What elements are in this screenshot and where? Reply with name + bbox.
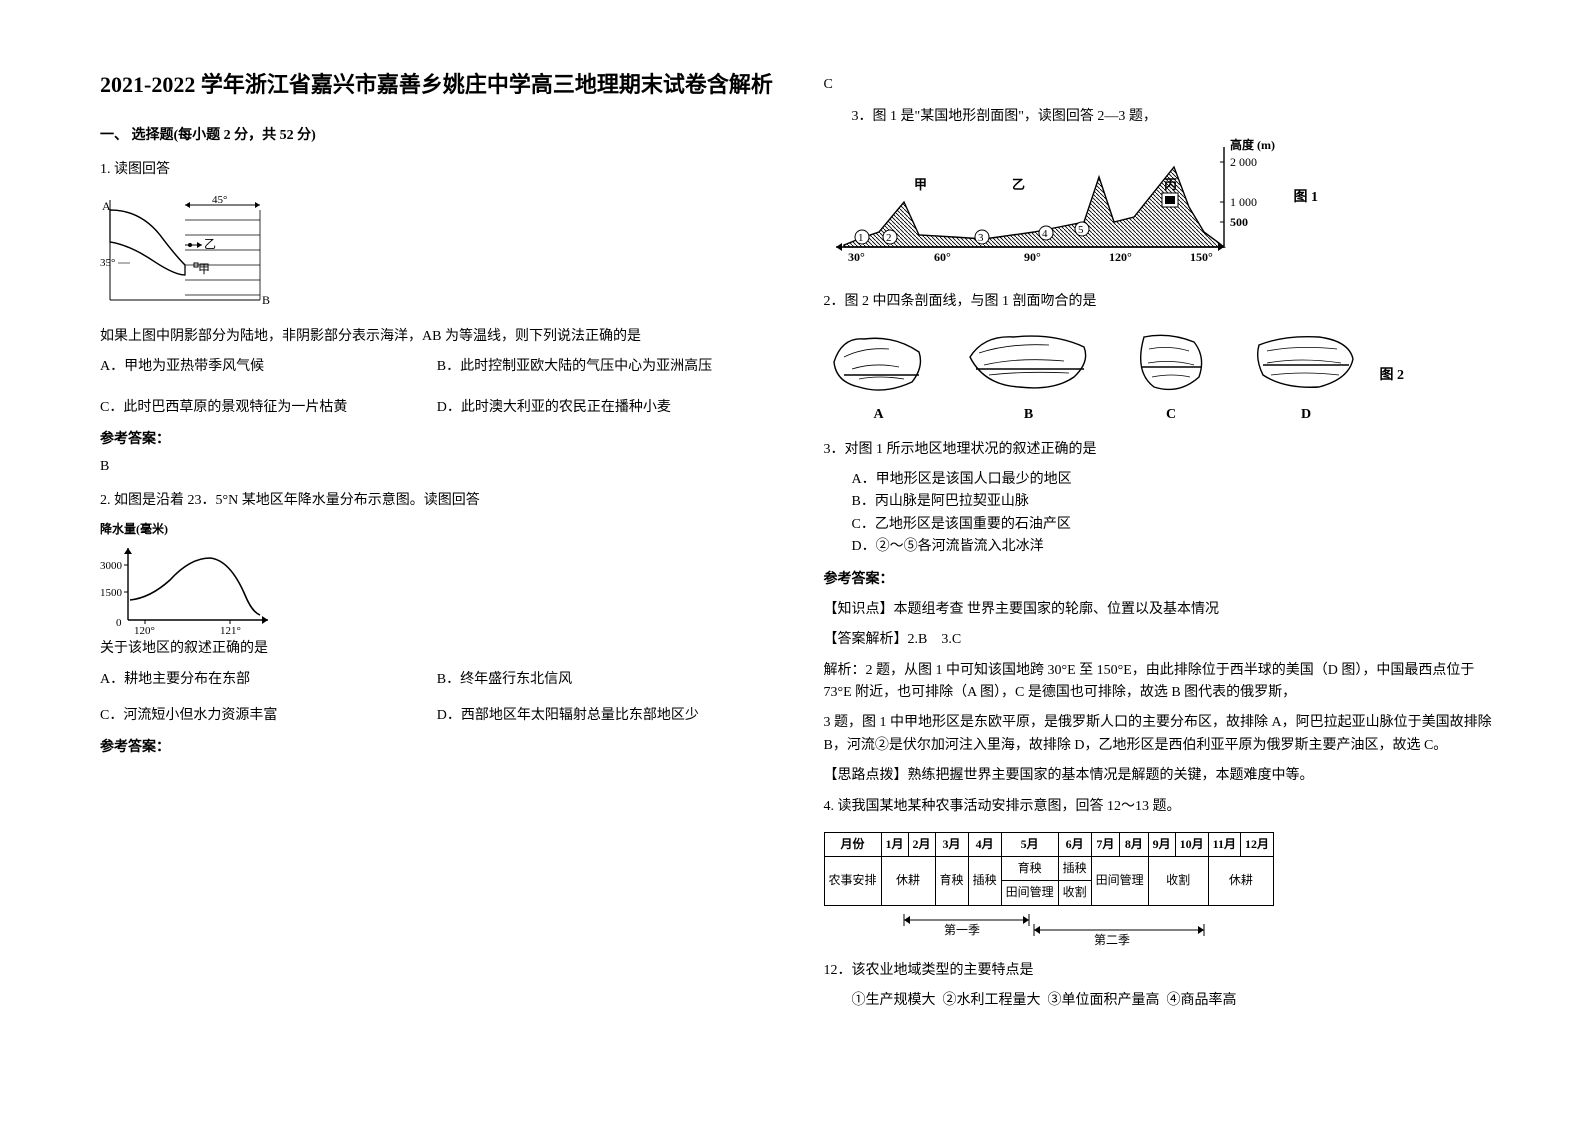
elev-title: 高度 (m): [1230, 137, 1275, 152]
svg-text:甲: 甲: [914, 177, 927, 192]
q2-label: 2. 如图是沿着 23．5°N 某地区年降水量分布示意图。读图回答: [100, 490, 774, 512]
svg-text:丙: 丙: [1164, 177, 1177, 192]
svg-text:4: 4: [1042, 228, 1048, 240]
country-outlines: A B C: [824, 327, 1364, 426]
fig1-B: B: [262, 293, 270, 307]
farming-table: 月份 1月 2月 3月 4月 5月 6月 7月 8月 9月 10月 11月 12…: [824, 832, 1275, 906]
e1000: 1 000: [1230, 195, 1257, 209]
x121: 121°: [220, 625, 241, 635]
q2-options-row2: C．河流短小但水力资源丰富 D．西部地区年太阳辐射总量比东部地区少: [100, 705, 774, 727]
svg-text:第二季: 第二季: [1094, 933, 1130, 946]
q3-optA: A．甲地形区是该国人口最少的地区: [852, 469, 1498, 491]
table-row: 农事安排 休耕 育秧 插秧 育秧 插秧 田间管理 收割 休耕: [824, 857, 1274, 881]
q3-expl2: 3 题，图 1 中甲地形区是东欧平原，是俄罗斯人口的主要分布区，故排除 A，阿巴…: [824, 712, 1498, 757]
q2-optA: A．耕地主要分布在东部: [100, 669, 437, 691]
outline-A: A: [824, 404, 934, 426]
q3-q3stem: 3．对图 1 所示地区地理状况的叙述正确的是: [824, 439, 1498, 461]
month-header: 月份: [824, 833, 881, 857]
outline-D: D: [1249, 404, 1364, 426]
svg-text:第一季: 第一季: [944, 923, 980, 937]
q3-optC: C．乙地形区是该国重要的石油产区: [852, 514, 1498, 536]
q3-answer-label: 参考答案：: [824, 569, 1498, 591]
svg-text:2: 2: [886, 232, 892, 244]
q3-label: 3．图 1 是"某国地形剖面图"，读图回答 2—3 题，: [852, 106, 1498, 128]
q2-options-row1: A．耕地主要分布在东部 B．终年盛行东北信风: [100, 669, 774, 691]
q2-optB: B．终年盛行东北信风: [437, 669, 774, 691]
table-header-row: 月份 1月 2月 3月 4月 5月 6月 7月 8月 9月 10月 11月 12…: [824, 833, 1274, 857]
q2-optD: D．西部地区年太阳辐射总量比东部地区少: [437, 705, 774, 727]
fig1-label: 图 1: [1294, 137, 1319, 209]
q1-answer-label: 参考答案：: [100, 429, 774, 451]
page-title: 2021-2022 学年浙江省嘉兴市嘉善乡姚庄中学高三地理期末试卷含解析: [100, 70, 774, 101]
row-label: 农事安排: [824, 857, 881, 905]
svg-text:120°: 120°: [1109, 250, 1132, 264]
q1-stem: 如果上图中阴影部分为陆地，非阴影部分表示海洋，AB 为等温线，则下列说法正确的是: [100, 326, 774, 348]
fig1-35: 35°: [100, 257, 115, 269]
q1-label: 1. 读图回答: [100, 159, 774, 181]
svg-text:5: 5: [1078, 224, 1084, 236]
q1-optB: B．此时控制亚欧大陆的气压中心为亚洲高压: [437, 356, 774, 378]
e2000: 2 000: [1230, 155, 1257, 169]
q1-optD: D．此时澳大利亚的农民正在播种小麦: [437, 397, 774, 419]
q3-expl1: 解析：2 题，从图 1 中可知该国地跨 30°E 至 150°E，由此排除位于西…: [824, 660, 1498, 705]
q3-knowledge: 【知识点】本题组考查 世界主要国家的轮廓、位置以及基本情况: [824, 599, 1498, 621]
q1-answer: B: [100, 456, 774, 478]
svg-text:150°: 150°: [1190, 250, 1213, 264]
fig1-A: A: [102, 199, 111, 213]
x120: 120°: [134, 625, 155, 635]
svg-text:60°: 60°: [934, 250, 951, 264]
outline-B: B: [964, 404, 1094, 426]
y1500: 1500: [100, 587, 123, 599]
svg-text:30°: 30°: [848, 250, 865, 264]
q2-answer: C: [824, 74, 1498, 96]
q3-optB: B．丙山脉是阿巴拉契亚山脉: [852, 491, 1498, 513]
q3-optD: D．②～⑤各河流皆流入北冰洋: [852, 536, 1498, 558]
left-column: 2021-2022 学年浙江省嘉兴市嘉善乡姚庄中学高三地理期末试卷含解析 一、 …: [100, 70, 804, 1082]
section-header: 一、 选择题(每小题 2 分，共 52 分): [100, 125, 774, 147]
outline-C: C: [1124, 404, 1219, 426]
q2-figure: 降水量(毫米) 3000 1500 0 120° 121°: [100, 520, 270, 630]
y0: 0: [116, 617, 122, 629]
q3-tip: 【思路点拨】熟练把握世界主要国家的基本情况是解题的关键，本题难度中等。: [824, 765, 1498, 787]
svg-text:1: 1: [858, 232, 864, 244]
right-column: C 3．图 1 是"某国地形剖面图"，读图回答 2—3 题， 高度 (m) 2 …: [804, 70, 1498, 1082]
fig2-label: 图 2: [1364, 365, 1405, 387]
q4-label: 4. 读我国某地某种农事活动安排示意图，回答 12～13 题。: [824, 796, 1498, 818]
q1-options-row2: C．此时巴西草原的景观特征为一片枯黄 D．此时澳大利亚的农民正在播种小麦: [100, 397, 774, 419]
q2-answer-label: 参考答案：: [100, 737, 774, 759]
q1-figure: 45° 乙 甲 A B 35°: [100, 190, 774, 318]
q1-options-row1: A．甲地为亚热带季风气候 B．此时控制亚欧大陆的气压中心为亚洲高压: [100, 356, 774, 378]
e500: 500: [1230, 215, 1248, 229]
precip-title: 降水量(毫米): [100, 520, 270, 539]
elevation-figure: 高度 (m) 2 000 1 000 500 30° 60° 90° 120° …: [824, 137, 1294, 277]
q12-opts: ①生产规模大 ②水利工程量大 ③单位面积产量高 ④商品率高: [852, 990, 1498, 1012]
q12-stem: 12．该农业地域类型的主要特点是: [824, 960, 1498, 982]
fig1-yi: 乙: [204, 237, 216, 251]
svg-text:90°: 90°: [1024, 250, 1041, 264]
q3-q2stem: 2．图 2 中四条剖面线，与图 1 剖面吻合的是: [824, 291, 1498, 313]
q2-optC: C．河流短小但水力资源丰富: [100, 705, 437, 727]
q1-optA: A．甲地为亚热带季风气候: [100, 356, 437, 378]
fig1-jia: 甲: [198, 262, 210, 276]
q1-optC: C．此时巴西草原的景观特征为一片枯黄: [100, 397, 437, 419]
season-arrows: 第一季 第二季: [824, 912, 1254, 942]
svg-text:乙: 乙: [1012, 177, 1025, 192]
q2-stem: 关于该地区的叙述正确的是: [100, 638, 774, 660]
fig1-45: 45°: [212, 194, 227, 206]
svg-text:3: 3: [978, 232, 984, 244]
q3-ansline: 【答案解析】2.B 3.C: [824, 629, 1498, 651]
y3000: 3000: [100, 560, 123, 572]
